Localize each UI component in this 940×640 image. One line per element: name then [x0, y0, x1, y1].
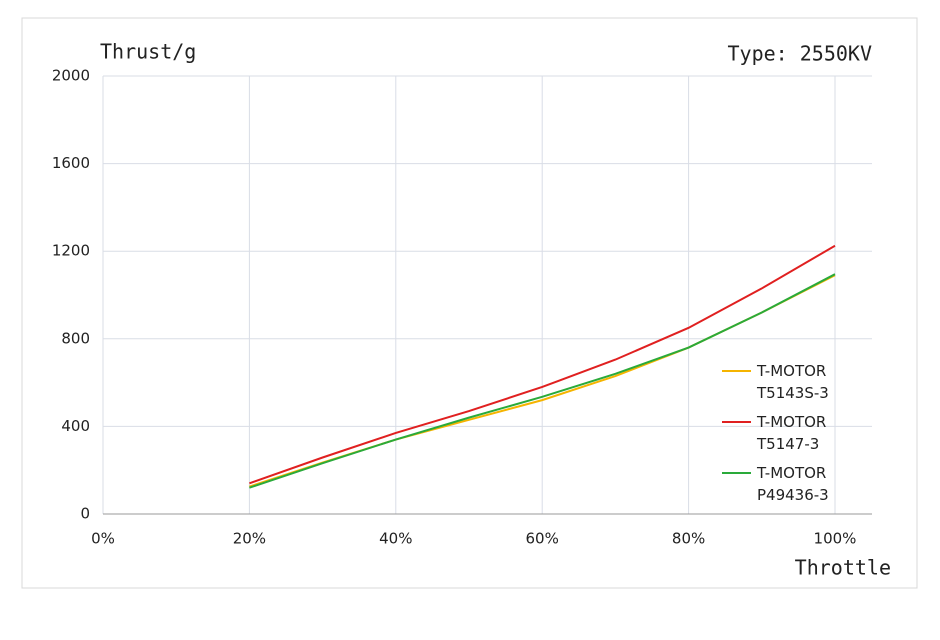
x-tick-label: 100% [814, 530, 857, 548]
x-tick-label: 0% [91, 530, 115, 548]
chart-title: Thrust/g [100, 40, 196, 64]
x-axis-label: Throttle [795, 556, 891, 580]
y-tick-label: 400 [61, 417, 90, 435]
y-tick-label: 0 [80, 505, 90, 523]
series-line [249, 273, 836, 489]
x-tick-label: 40% [379, 530, 412, 548]
legend-label: T-MOTOR T5147-3 [757, 413, 827, 453]
legend-label: T-MOTOR T5143S-3 [757, 362, 829, 402]
frame [21, 17, 918, 589]
y-tick-label: 1600 [52, 154, 90, 172]
y-tick-label: 2000 [52, 67, 90, 85]
x-tick-label: 20% [233, 530, 266, 548]
x-tick-label: 60% [526, 530, 559, 548]
series-line [249, 244, 836, 485]
legend-label: T-MOTOR P49436-3 [757, 464, 829, 504]
y-tick-label: 1200 [52, 242, 90, 260]
chart-subtitle: Type: 2550KV [728, 42, 873, 66]
x-tick-label: 80% [672, 530, 705, 548]
y-tick-label: 800 [61, 329, 90, 347]
